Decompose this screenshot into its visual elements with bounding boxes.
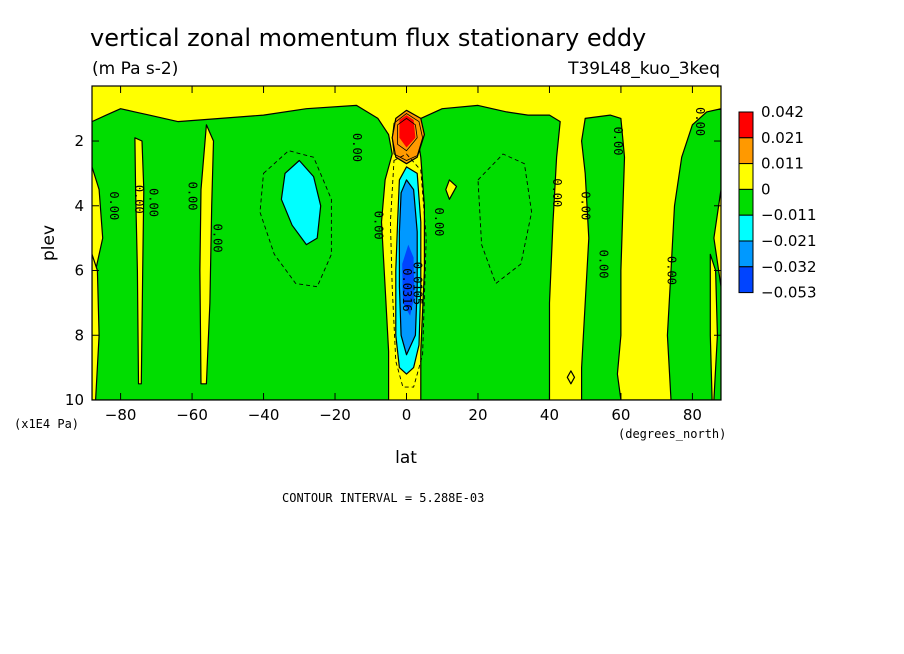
legend-swatch-4 [738,214,754,242]
legend-label-4: −0.011 [761,206,817,224]
y-axis-label: plev [39,225,59,261]
y-tick-label-2: 6 [74,262,84,280]
contour-label-9: 0.0316 [400,268,414,311]
contour-label-4: 0.00 [211,224,225,253]
contour-label-11: 0.00 [579,191,593,220]
x-unit-note: (degrees_north) [618,427,726,441]
dashed-contour-1 [477,153,533,285]
contour-label-14: 0.00 [664,256,678,285]
legend-label-1: 0.021 [761,129,804,147]
x-tick-label-0: −80 [105,406,137,424]
x-tick-label-4: 0 [402,406,412,424]
contour-region-4 [199,124,215,385]
x-tick-label-8: 80 [683,406,702,424]
contour-label-2: 0.00 [146,188,160,217]
contour-label-13: 0.00 [611,127,625,156]
contour-label-7: 0.00 [432,208,446,237]
legend-swatch-5 [738,240,754,268]
x-tick-label-6: 40 [540,406,559,424]
x-tick-label-7: 60 [611,406,630,424]
x-tick-label-2: −40 [248,406,280,424]
contour-region-7 [445,179,458,200]
thin-contour-0 [391,113,424,161]
contour-label-8: 0.0105 [411,262,425,305]
legend-label-7: −0.053 [761,284,817,302]
legend-swatch-1 [738,137,754,165]
contour-label-10: 0.00 [550,178,564,207]
contour-label-15: 0.00 [693,107,707,136]
chart-units: (m Pa s-2) [92,59,178,79]
dashed-contour-0 [259,150,332,288]
contour-label-layer: 0.00 0.00 0.00 0.000.000.000.00 0.000.01050.… [107,107,707,311]
dashed-contour-2 [389,153,427,388]
legend-label-6: −0.032 [761,258,817,276]
contour-region-1 [416,104,561,400]
contour-label-6: 0.00 [371,211,385,240]
color-legend: 0.042 0.021 0.011 0 −0.011 −0.021 −0.032 −0.053 [738,103,817,302]
y-tick-label-1: 4 [74,197,84,215]
y-tick-label-4: 10 [65,391,84,409]
y-tick-label-3: 8 [74,326,84,344]
x-tick-label-5: 20 [468,406,487,424]
legend-label-5: −0.021 [761,232,817,250]
contour-label-0: 0.00 [107,191,121,220]
contour-label-1: 0.00 [132,185,146,214]
run-label: T39L48_kuo_3keq [567,59,720,79]
contour-region-8 [566,370,576,385]
chart-title: vertical zonal momentum flux stationary … [90,24,646,52]
y-tick-label-0: 2 [74,132,84,150]
thin-contour-1 [397,117,418,152]
legend-label-2: 0.011 [761,155,804,173]
contour-region-10 [399,115,416,148]
y-unit-note: (x1E4 Pa) [14,417,79,431]
legend-swatch-0 [738,111,754,139]
contour-region-14 [402,244,415,316]
y-axis: 2 4 6 8 10 [65,132,721,409]
legend-swatch-3 [738,188,754,216]
x-axis: −80 −60 −40 −20 0 20 40 60 80 [105,86,702,424]
legend-label-3: 0 [761,180,771,198]
contour-region-5 [92,253,100,400]
x-tick-label-3: −20 [319,406,351,424]
contour-fill-layer [92,104,721,400]
x-tick-label-1: −60 [176,406,208,424]
contour-line-layer [259,113,533,388]
contour-label-3: 0.00 [186,182,200,211]
contour-label-5: 0.00 [350,133,364,162]
legend-swatch-2 [738,163,754,190]
contour-interval-note: CONTOUR INTERVAL = 5.288E-03 [282,491,484,505]
legend-swatch-6 [738,266,754,294]
contour-region-3 [134,137,145,385]
legend-label-0: 0.042 [761,103,804,121]
contour-region-2 [580,108,721,400]
x-axis-label: lat [395,448,417,468]
contour-label-12: 0.00 [597,250,611,279]
contour-region-11 [280,159,322,246]
